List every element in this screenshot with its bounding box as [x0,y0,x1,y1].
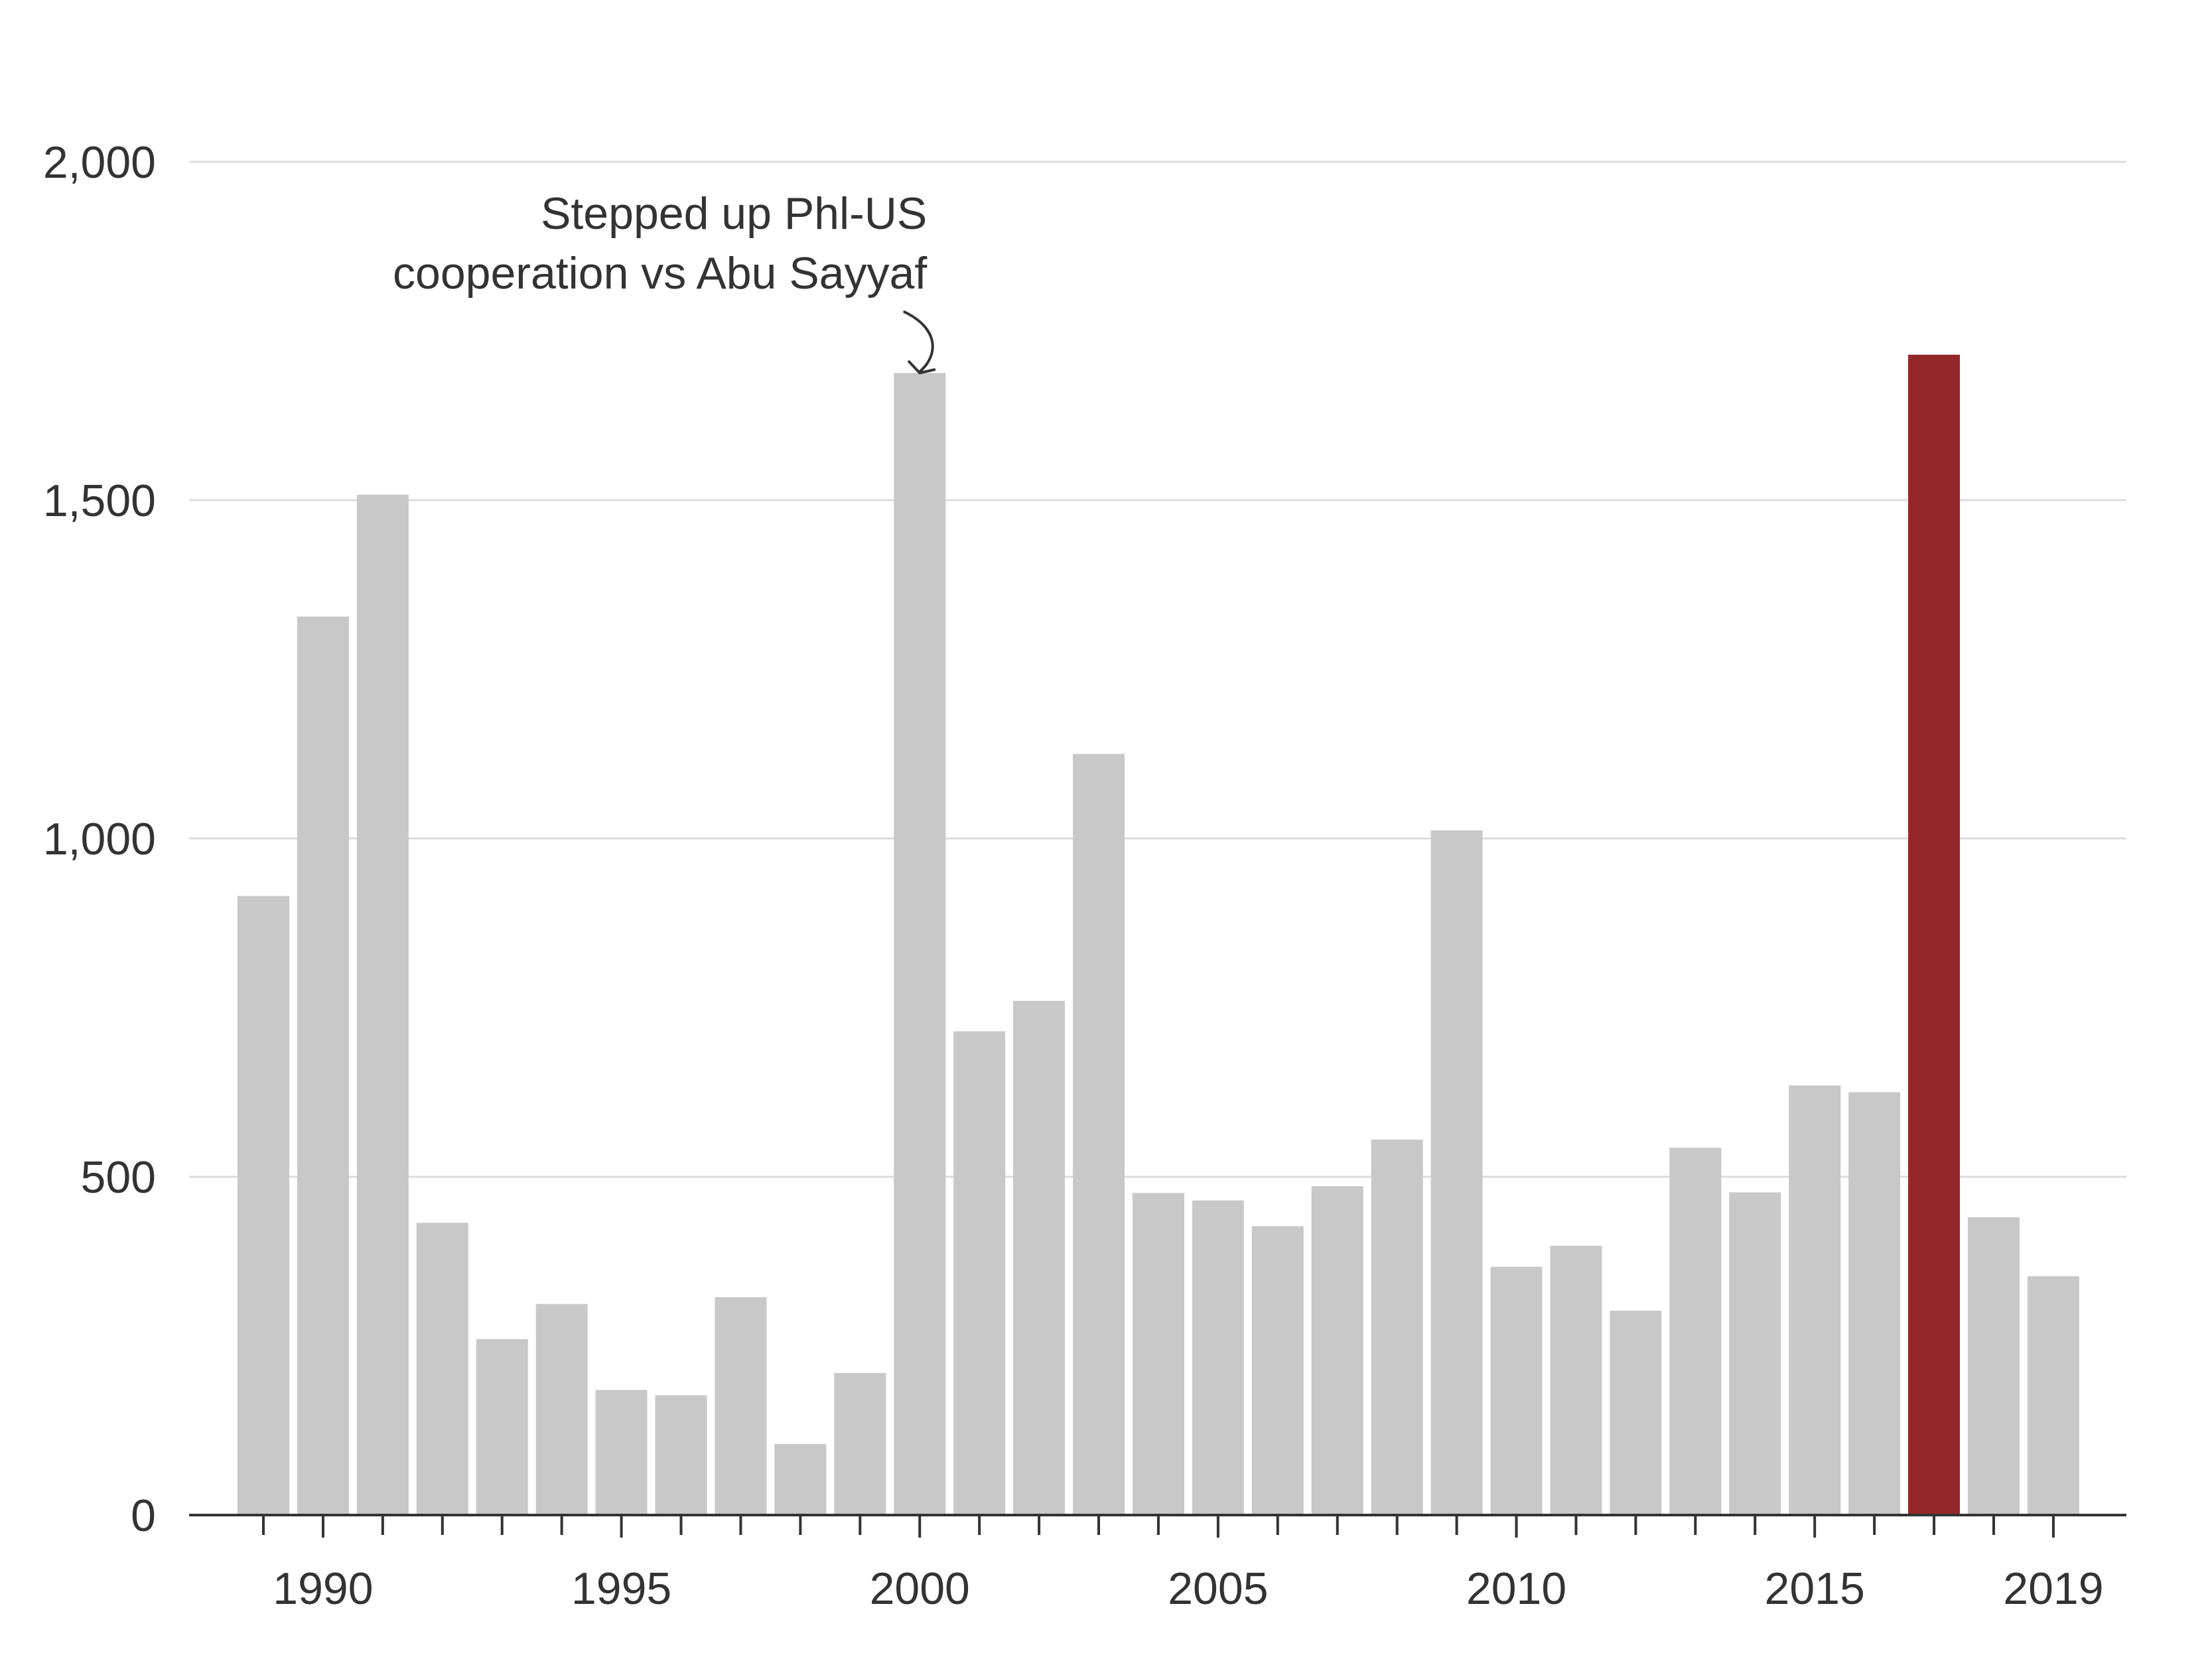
bar-1994 [535,1303,588,1515]
x-tick-label-1995: 1995 [571,1563,671,1614]
bar-2014 [1729,1192,1781,1515]
bar-2009 [1430,830,1483,1515]
bar-2012 [1610,1310,1662,1515]
bar-1990 [297,616,349,1516]
bar-1991 [356,494,409,1515]
x-tick-label-2000: 2000 [870,1563,970,1614]
bar-2018 [1967,1217,2020,1515]
bar-1992 [416,1223,468,1515]
bar-2015 [1789,1085,1841,1515]
y-tick-label-500: 500 [81,1152,156,1203]
bar-1999 [834,1372,886,1515]
x-tick-label-2015: 2015 [1765,1563,1865,1614]
y-tick-label-1000: 1,000 [43,814,156,864]
bar-2017-highlighted [1908,354,1961,1516]
bar-2007 [1311,1186,1363,1515]
bars [238,354,2079,1516]
annotation-arrow [903,310,934,373]
bar-2003 [1073,754,1125,1515]
bar-2001 [953,1031,1006,1515]
y-tick-label-2000: 2,000 [43,137,156,188]
bar-2004 [1132,1193,1184,1515]
bar-1989 [238,896,289,1515]
y-axis-labels: 0 500 1,000 1,500 2,000 [43,137,156,1541]
x-tick-label-1990: 1990 [273,1563,373,1614]
bar-1995 [595,1390,648,1515]
gridlines [189,161,2126,1178]
bar-2002 [1013,1000,1066,1515]
bar-2013 [1669,1148,1722,1515]
x-axis-labels: 1990 1995 2000 2005 2010 2015 2019 [273,1563,2103,1614]
x-tick-label-2019: 2019 [2003,1563,2103,1614]
bar-2005 [1192,1200,1244,1515]
x-tick-label-2010: 2010 [1466,1563,1566,1614]
bar-1996 [655,1395,707,1515]
bar-2000 [894,373,946,1515]
y-tick-label-1500: 1,500 [43,476,156,526]
bar-2016 [1848,1092,1901,1515]
bar-2006 [1251,1226,1304,1515]
y-tick-label-0: 0 [131,1491,156,1541]
x-axis [189,1514,2126,1538]
annotation-line-2: cooperation vs Abu Sayyaf [393,248,927,299]
annotation-line-1: Stepped up Phl-US [541,188,927,239]
bar-2011 [1550,1246,1602,1515]
bar-1998 [774,1443,827,1515]
annotation: Stepped up Phl-US cooperation vs Abu Say… [393,188,936,375]
bar-2008 [1371,1139,1423,1515]
x-tick-label-2005: 2005 [1168,1563,1268,1614]
bar-1997 [715,1297,767,1515]
bar-2019 [2027,1276,2079,1515]
annotation-arrowhead [908,360,936,375]
bar-1993 [476,1339,528,1515]
bar-2010 [1490,1266,1543,1515]
